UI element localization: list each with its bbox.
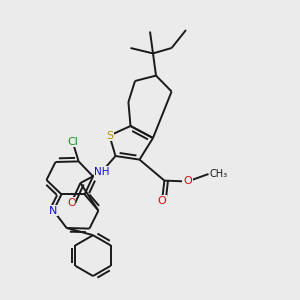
- Text: N: N: [49, 206, 58, 216]
- Text: Cl: Cl: [67, 136, 78, 147]
- Text: O: O: [158, 196, 166, 206]
- Text: NH: NH: [94, 167, 110, 177]
- Text: CH₃: CH₃: [210, 169, 228, 179]
- Text: O: O: [67, 197, 76, 208]
- Text: S: S: [106, 130, 113, 141]
- Text: O: O: [183, 176, 192, 187]
